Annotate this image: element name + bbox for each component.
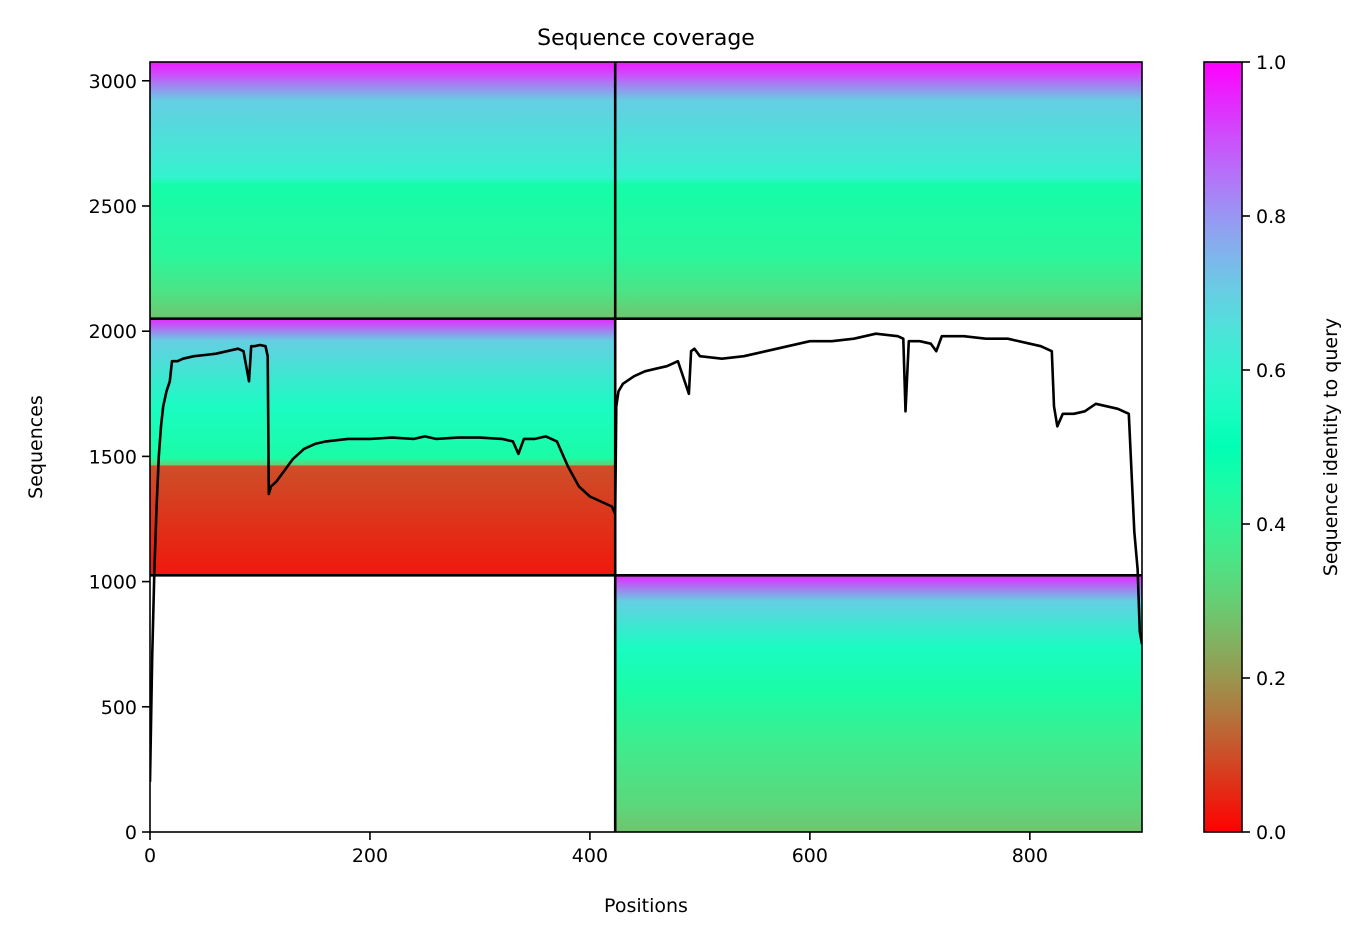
heatmap-blocks bbox=[150, 62, 1142, 832]
x-tick-label: 0 bbox=[144, 845, 156, 867]
y-tick-label: 1500 bbox=[89, 446, 137, 468]
colorbar-tick-label: 0.6 bbox=[1256, 360, 1286, 382]
y-axis: 0 500 1000 1500 2000 2500 3000 bbox=[89, 71, 150, 844]
chart-title: Sequence coverage bbox=[537, 26, 755, 51]
plot-frame bbox=[149, 61, 1143, 833]
colorbar-label: Sequence identity to query bbox=[1320, 318, 1342, 576]
heatmap-block-bottom-right bbox=[615, 575, 1142, 832]
colorbar-gradient bbox=[1203, 61, 1243, 833]
heatmap-block-top bbox=[150, 62, 1142, 319]
x-tick-label: 600 bbox=[792, 845, 828, 867]
coverage-line bbox=[150, 332, 1142, 782]
colorbar-tick-label: 0.0 bbox=[1256, 822, 1286, 844]
y-tick-label: 2500 bbox=[89, 196, 137, 218]
colorbar: 0.0 0.2 0.4 0.6 0.8 1.0 bbox=[1203, 52, 1286, 844]
y-tick-label: 500 bbox=[101, 697, 137, 719]
colorbar-tick-label: 0.4 bbox=[1256, 514, 1286, 536]
coverage-line-layer bbox=[150, 332, 1142, 782]
colorbar-tick-label: 0.2 bbox=[1256, 668, 1286, 690]
x-axis: 0 200 400 600 800 bbox=[144, 832, 1048, 867]
y-tick-label: 2000 bbox=[89, 321, 137, 343]
x-tick-label: 800 bbox=[1012, 845, 1048, 867]
x-axis-label: Positions bbox=[604, 895, 688, 917]
x-tick-label: 200 bbox=[352, 845, 388, 867]
y-axis-label: Sequences bbox=[25, 395, 47, 499]
colorbar-tick-label: 0.8 bbox=[1256, 206, 1286, 228]
colorbar-tick-label: 1.0 bbox=[1256, 52, 1286, 74]
heatmap-block-middle-left-main bbox=[150, 318, 616, 466]
x-tick-label: 400 bbox=[572, 845, 608, 867]
y-tick-label: 3000 bbox=[89, 71, 137, 93]
heatmap-block-middle-left bbox=[150, 465, 616, 576]
y-tick-label: 1000 bbox=[89, 572, 137, 594]
y-tick-label: 0 bbox=[125, 822, 137, 844]
